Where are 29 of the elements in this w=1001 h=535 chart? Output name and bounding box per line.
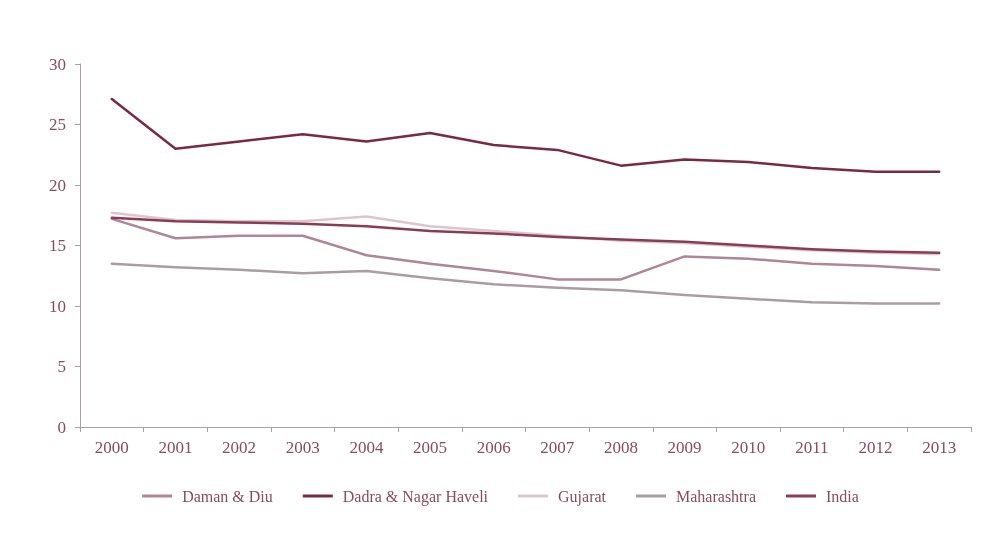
legend-label: Dadra & Nagar Haveli — [342, 487, 489, 506]
x-tick-label: 2006 — [476, 438, 511, 457]
x-tick-label: 2004 — [349, 438, 384, 457]
legend-label: Maharashtra — [676, 487, 756, 505]
legend-label: India — [825, 487, 859, 505]
legend-label: Gujarat — [558, 487, 607, 506]
legend-label: Daman & Diu — [182, 487, 273, 505]
x-tick-label: 2001 — [158, 438, 193, 457]
y-tick-label: 10 — [49, 296, 66, 316]
y-tick-label: 0 — [57, 417, 66, 437]
line-series — [110, 217, 941, 281]
y-tick-label: 30 — [49, 54, 66, 74]
x-tick-label: 2010 — [731, 438, 766, 457]
line-series — [110, 97, 941, 173]
y-tick-label: 5 — [57, 357, 66, 376]
y-tick-label: 15 — [49, 236, 66, 255]
x-tick-label: 2000 — [94, 438, 129, 457]
x-tick-label: 2009 — [667, 438, 702, 457]
x-tick-label: 2002 — [222, 438, 257, 457]
x-tick-label: 2013 — [922, 438, 957, 457]
x-tick-label: 2005 — [413, 438, 448, 457]
x-tick-label: 2007 — [540, 438, 575, 457]
x-tick-label: 2012 — [858, 438, 893, 457]
y-tick-label: 25 — [49, 115, 66, 134]
y-tick-label: 20 — [49, 175, 66, 195]
x-tick-label: 2008 — [603, 438, 638, 457]
x-tick-label: 2011 — [795, 438, 829, 457]
x-tick-label: 2003 — [285, 438, 320, 457]
line-series — [110, 262, 941, 305]
